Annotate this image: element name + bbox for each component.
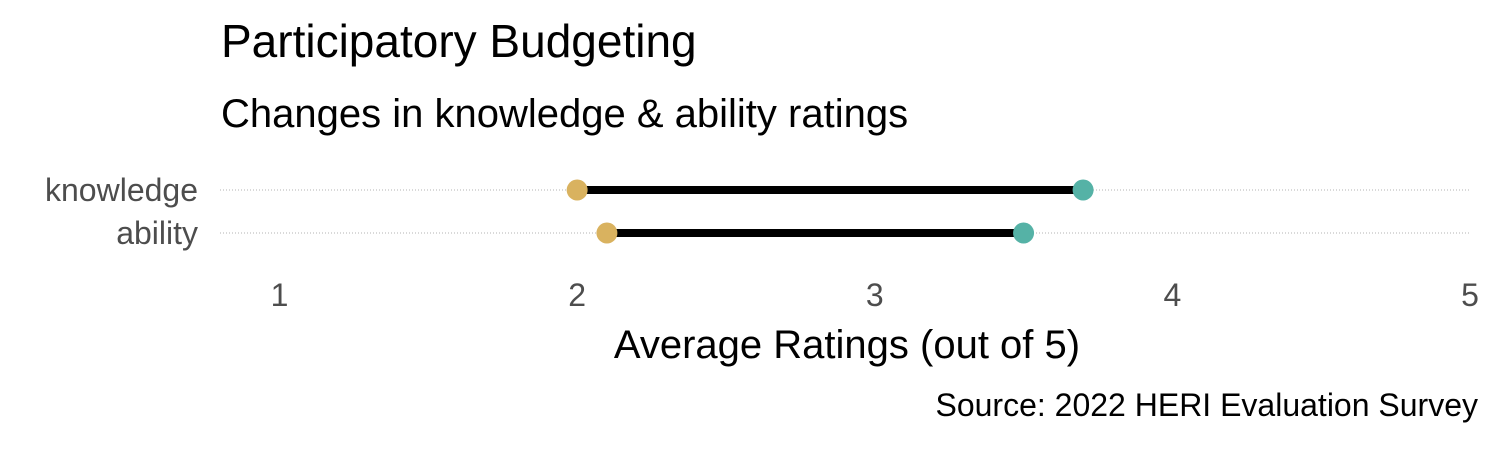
point-layer [566, 179, 1094, 244]
point-ability-end [1013, 222, 1035, 244]
y-tick-label-knowledge: knowledge [45, 172, 198, 208]
x-tick-label-5: 5 [1461, 277, 1479, 313]
grid-layer [220, 189, 1470, 234]
x-tick-labels: 1 2 3 4 5 [271, 277, 1479, 313]
x-tick-label-4: 4 [1163, 277, 1181, 313]
chart-caption: Source: 2022 HERI Evaluation Survey [935, 387, 1478, 423]
x-tick-label-1: 1 [271, 277, 289, 313]
chart-title: Participatory Budgeting [221, 15, 697, 67]
point-knowledge-end [1072, 179, 1094, 201]
x-tick-label-2: 2 [568, 277, 586, 313]
y-tick-label-ability: ability [116, 215, 198, 251]
point-ability-start [596, 222, 618, 244]
chart-subtitle: Changes in knowledge & ability ratings [221, 92, 909, 136]
y-tick-labels: knowledge ability [45, 172, 198, 251]
segment-layer [577, 186, 1084, 237]
x-axis-title: Average Ratings (out of 5) [614, 323, 1080, 367]
point-knowledge-start [566, 179, 588, 201]
x-tick-label-3: 3 [866, 277, 884, 313]
